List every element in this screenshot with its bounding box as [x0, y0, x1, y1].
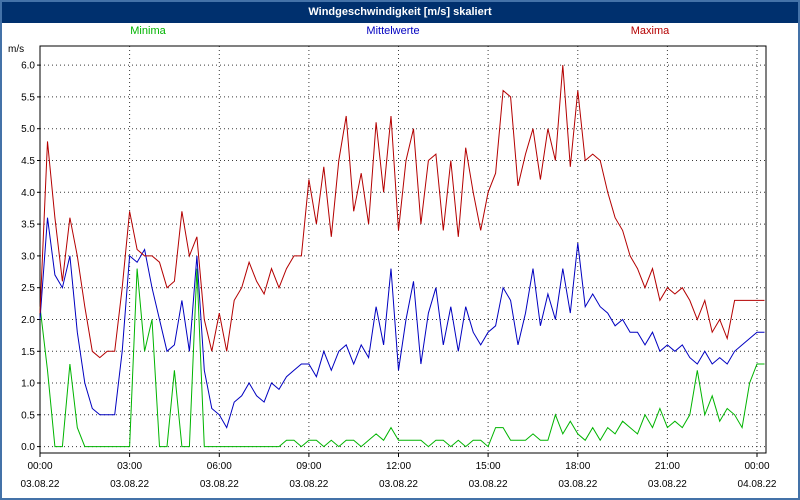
y-tick-label: 4.5 [21, 156, 35, 167]
wind-speed-chart: 6.0 5.5 5.0 4.5 4.0 3.5 3.0 2.5 2.0 1.5 1.0 0.5 0.0 0… [8, 44, 777, 490]
chart-legend: Minima Mittelwerte Maxima [2, 23, 798, 40]
x-tick-time-label: 00:00 [744, 461, 769, 472]
x-tick-time-label: 00:00 [27, 461, 52, 472]
x-tick-time-label: 18:00 [565, 461, 590, 472]
x-tick-date-label: 04.08.22 [738, 479, 777, 490]
x-tick-date-label: 03.08.22 [469, 479, 508, 490]
y-axis-unit-label: m/s [8, 44, 24, 55]
y-tick-label: 3.0 [21, 251, 35, 262]
window-titlebar: Windgeschwindigkeit [m/s] skaliert [2, 2, 798, 23]
legend-maxima: Maxima [630, 25, 670, 37]
y-tick-label: 2.5 [21, 283, 35, 294]
mittelwerte-line [39, 217, 765, 429]
y-tick-label: 2.0 [21, 315, 35, 326]
maxima-line [39, 65, 765, 359]
y-tick-label: 4.0 [21, 188, 35, 199]
minima-line [39, 268, 765, 448]
window-title: Windgeschwindigkeit [m/s] skaliert [308, 6, 492, 18]
x-tick-date-label: 03.08.22 [200, 479, 239, 490]
x-tick-date-label: 03.08.22 [289, 479, 328, 490]
y-tick-label: 3.5 [21, 220, 35, 231]
legend-mittelwerte: Mittelwerte [366, 25, 420, 37]
x-tick-time-label: 12:00 [386, 461, 411, 472]
x-tick-time-label: 15:00 [476, 461, 501, 472]
x-tick-date-label: 03.08.22 [21, 479, 60, 490]
x-tick-time-label: 03:00 [117, 461, 142, 472]
x-tick-date-label: 03.08.22 [648, 479, 687, 490]
y-tick-label: 5.5 [21, 92, 35, 103]
y-tick-label: 6.0 [21, 61, 35, 72]
y-tick-label: 0.5 [21, 410, 35, 421]
y-tick-label: 5.0 [21, 124, 35, 135]
x-tick-time-label: 06:00 [207, 461, 232, 472]
x-tick-time-label: 09:00 [296, 461, 321, 472]
plot-border [39, 45, 767, 454]
x-tick-time-label: 21:00 [655, 461, 680, 472]
x-tick-date-label: 03.08.22 [110, 479, 149, 490]
y-tick-label: 1.5 [21, 347, 35, 358]
x-tick-date-label: 03.08.22 [558, 479, 597, 490]
x-tick-date-label: 03.08.22 [379, 479, 418, 490]
y-tick-label: 0.0 [21, 442, 35, 453]
y-tick-label: 1.0 [21, 379, 35, 390]
chart-area: 6.0 5.5 5.0 4.5 4.0 3.5 3.0 2.5 2.0 1.5 1.0 0.5 0.0 0… [2, 40, 798, 498]
legend-minima: Minima [130, 25, 166, 37]
